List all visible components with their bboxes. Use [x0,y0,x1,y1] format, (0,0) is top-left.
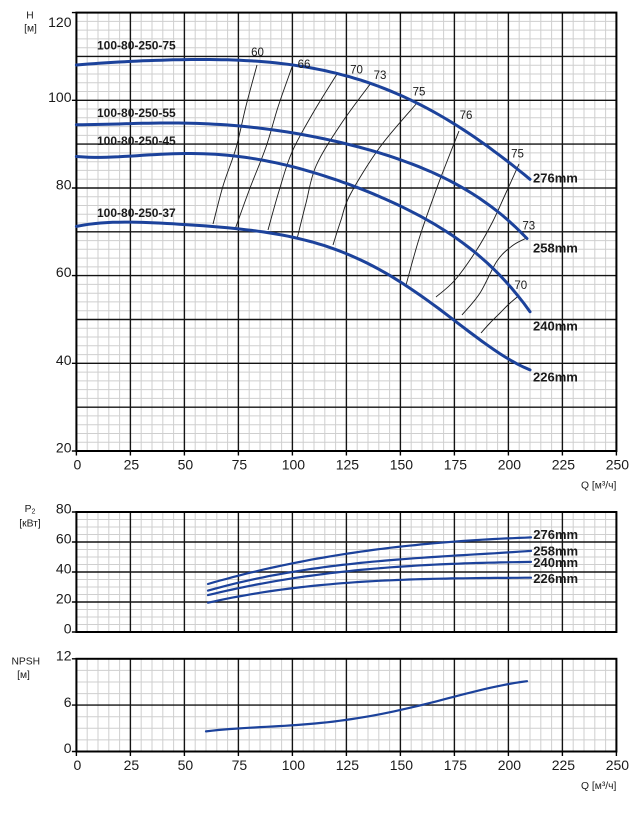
svg-text:73: 73 [374,70,387,82]
svg-text:60: 60 [251,47,264,59]
svg-text:73: 73 [522,221,535,233]
svg-text:NPSH: NPSH [11,656,40,667]
svg-text:80: 80 [56,177,72,193]
svg-text:40: 40 [56,352,72,368]
svg-text:226mm: 226mm [533,571,578,586]
svg-text:25: 25 [124,757,140,773]
svg-text:250: 250 [606,757,630,773]
svg-text:12: 12 [56,647,72,663]
svg-text:225: 225 [552,457,576,473]
svg-text:[м]: [м] [24,23,37,34]
svg-text:80: 80 [56,501,72,517]
svg-text:0: 0 [74,457,82,473]
svg-text:150: 150 [390,457,414,473]
svg-text:70: 70 [350,65,363,77]
svg-text:20: 20 [56,591,72,607]
svg-text:240mm: 240mm [533,555,578,570]
svg-text:100-80-250-37: 100-80-250-37 [97,206,176,220]
svg-text:60: 60 [56,264,72,280]
svg-text:0: 0 [64,621,72,637]
svg-text:25: 25 [124,457,140,473]
svg-text:76: 76 [460,110,473,122]
svg-text:100: 100 [282,757,306,773]
svg-text:0: 0 [74,757,82,773]
svg-text:Q [м³/ч]: Q [м³/ч] [581,781,616,792]
svg-text:258mm: 258mm [533,241,578,256]
svg-text:175: 175 [444,457,468,473]
svg-text:20: 20 [56,440,72,456]
svg-text:Q [м³/ч]: Q [м³/ч] [581,480,616,491]
svg-text:50: 50 [178,457,194,473]
svg-text:120: 120 [48,14,72,30]
svg-text:40: 40 [56,561,72,577]
svg-text:100: 100 [48,89,72,105]
svg-text:[кВт]: [кВт] [19,518,41,529]
svg-text:70: 70 [514,280,527,292]
svg-text:125: 125 [336,757,360,773]
svg-text:75: 75 [232,457,248,473]
svg-text:[м]: [м] [17,670,30,681]
svg-text:250: 250 [606,457,630,473]
svg-text:6: 6 [64,694,72,710]
svg-text:100-80-250-55: 100-80-250-55 [97,106,176,120]
svg-text:200: 200 [498,457,522,473]
svg-text:100: 100 [282,457,306,473]
svg-text:75: 75 [413,87,426,99]
svg-text:50: 50 [178,757,194,773]
svg-text:225: 225 [552,757,576,773]
svg-text:150: 150 [390,757,414,773]
svg-text:276mm: 276mm [533,527,578,542]
svg-text:240mm: 240mm [533,319,578,334]
svg-text:0: 0 [64,740,72,756]
svg-text:276mm: 276mm [533,171,578,186]
svg-text:75: 75 [511,149,524,161]
svg-text:P2: P2 [25,504,36,516]
svg-text:200: 200 [498,757,522,773]
svg-text:66: 66 [298,59,311,71]
svg-text:H: H [26,10,33,21]
svg-text:226mm: 226mm [533,370,578,385]
svg-text:60: 60 [56,531,72,547]
svg-text:125: 125 [336,457,360,473]
svg-text:175: 175 [444,757,468,773]
svg-text:75: 75 [232,757,248,773]
svg-text:100-80-250-75: 100-80-250-75 [97,38,176,52]
svg-text:258mm: 258mm [533,544,578,559]
svg-text:100-80-250-45: 100-80-250-45 [97,134,176,148]
